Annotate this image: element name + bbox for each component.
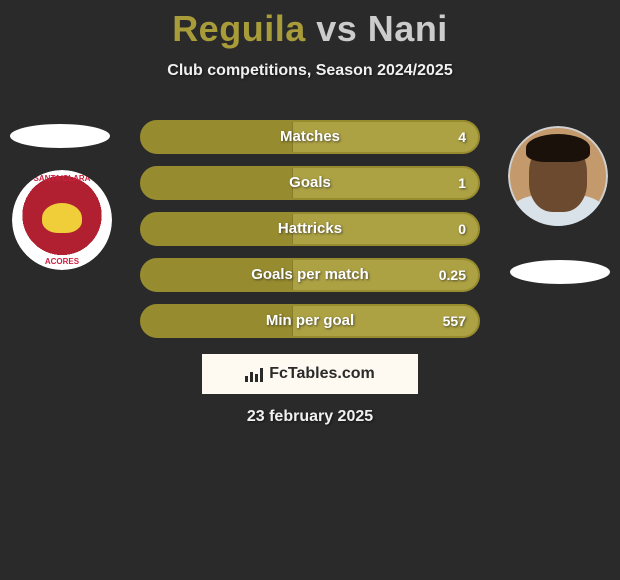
stat-value: 0 [458, 214, 466, 244]
stat-label: Hattricks [142, 214, 478, 244]
stats-panel: Matches4Goals1Hattricks0Goals per match0… [140, 120, 480, 350]
stat-row: Hattricks0 [140, 212, 480, 246]
subtitle: Club competitions, Season 2024/2025 [0, 62, 620, 80]
left-player-shadow [10, 124, 110, 148]
stat-label: Min per goal [142, 306, 478, 336]
stat-label: Goals per match [142, 260, 478, 290]
stat-value: 1 [458, 168, 466, 198]
brand-text: FcTables.com [269, 365, 375, 383]
badge-text-bottom: ACORES [12, 257, 112, 266]
stat-label: Matches [142, 122, 478, 152]
right-player-avatar [508, 126, 608, 226]
right-player-shadow [510, 260, 610, 284]
stat-row: Min per goal557 [140, 304, 480, 338]
stat-value: 0.25 [439, 260, 466, 290]
stat-label: Goals [142, 168, 478, 198]
eagle-icon [42, 203, 82, 233]
stat-row: Goals per match0.25 [140, 258, 480, 292]
player-left-name: Reguila [172, 8, 306, 49]
footer-date: 23 february 2025 [0, 408, 620, 426]
page-title: Reguila vs Nani [0, 0, 620, 50]
left-club-badge: SANTA CLARA ACORES [12, 170, 112, 270]
stat-row: Goals1 [140, 166, 480, 200]
badge-text-top: SANTA CLARA [12, 174, 112, 183]
stat-row: Matches4 [140, 120, 480, 154]
bar-chart-icon [245, 366, 265, 382]
stat-value: 557 [443, 306, 466, 336]
stat-value: 4 [458, 122, 466, 152]
title-vs: vs [316, 8, 357, 49]
player-right-name: Nani [368, 8, 448, 49]
brand-box: FcTables.com [202, 354, 418, 394]
